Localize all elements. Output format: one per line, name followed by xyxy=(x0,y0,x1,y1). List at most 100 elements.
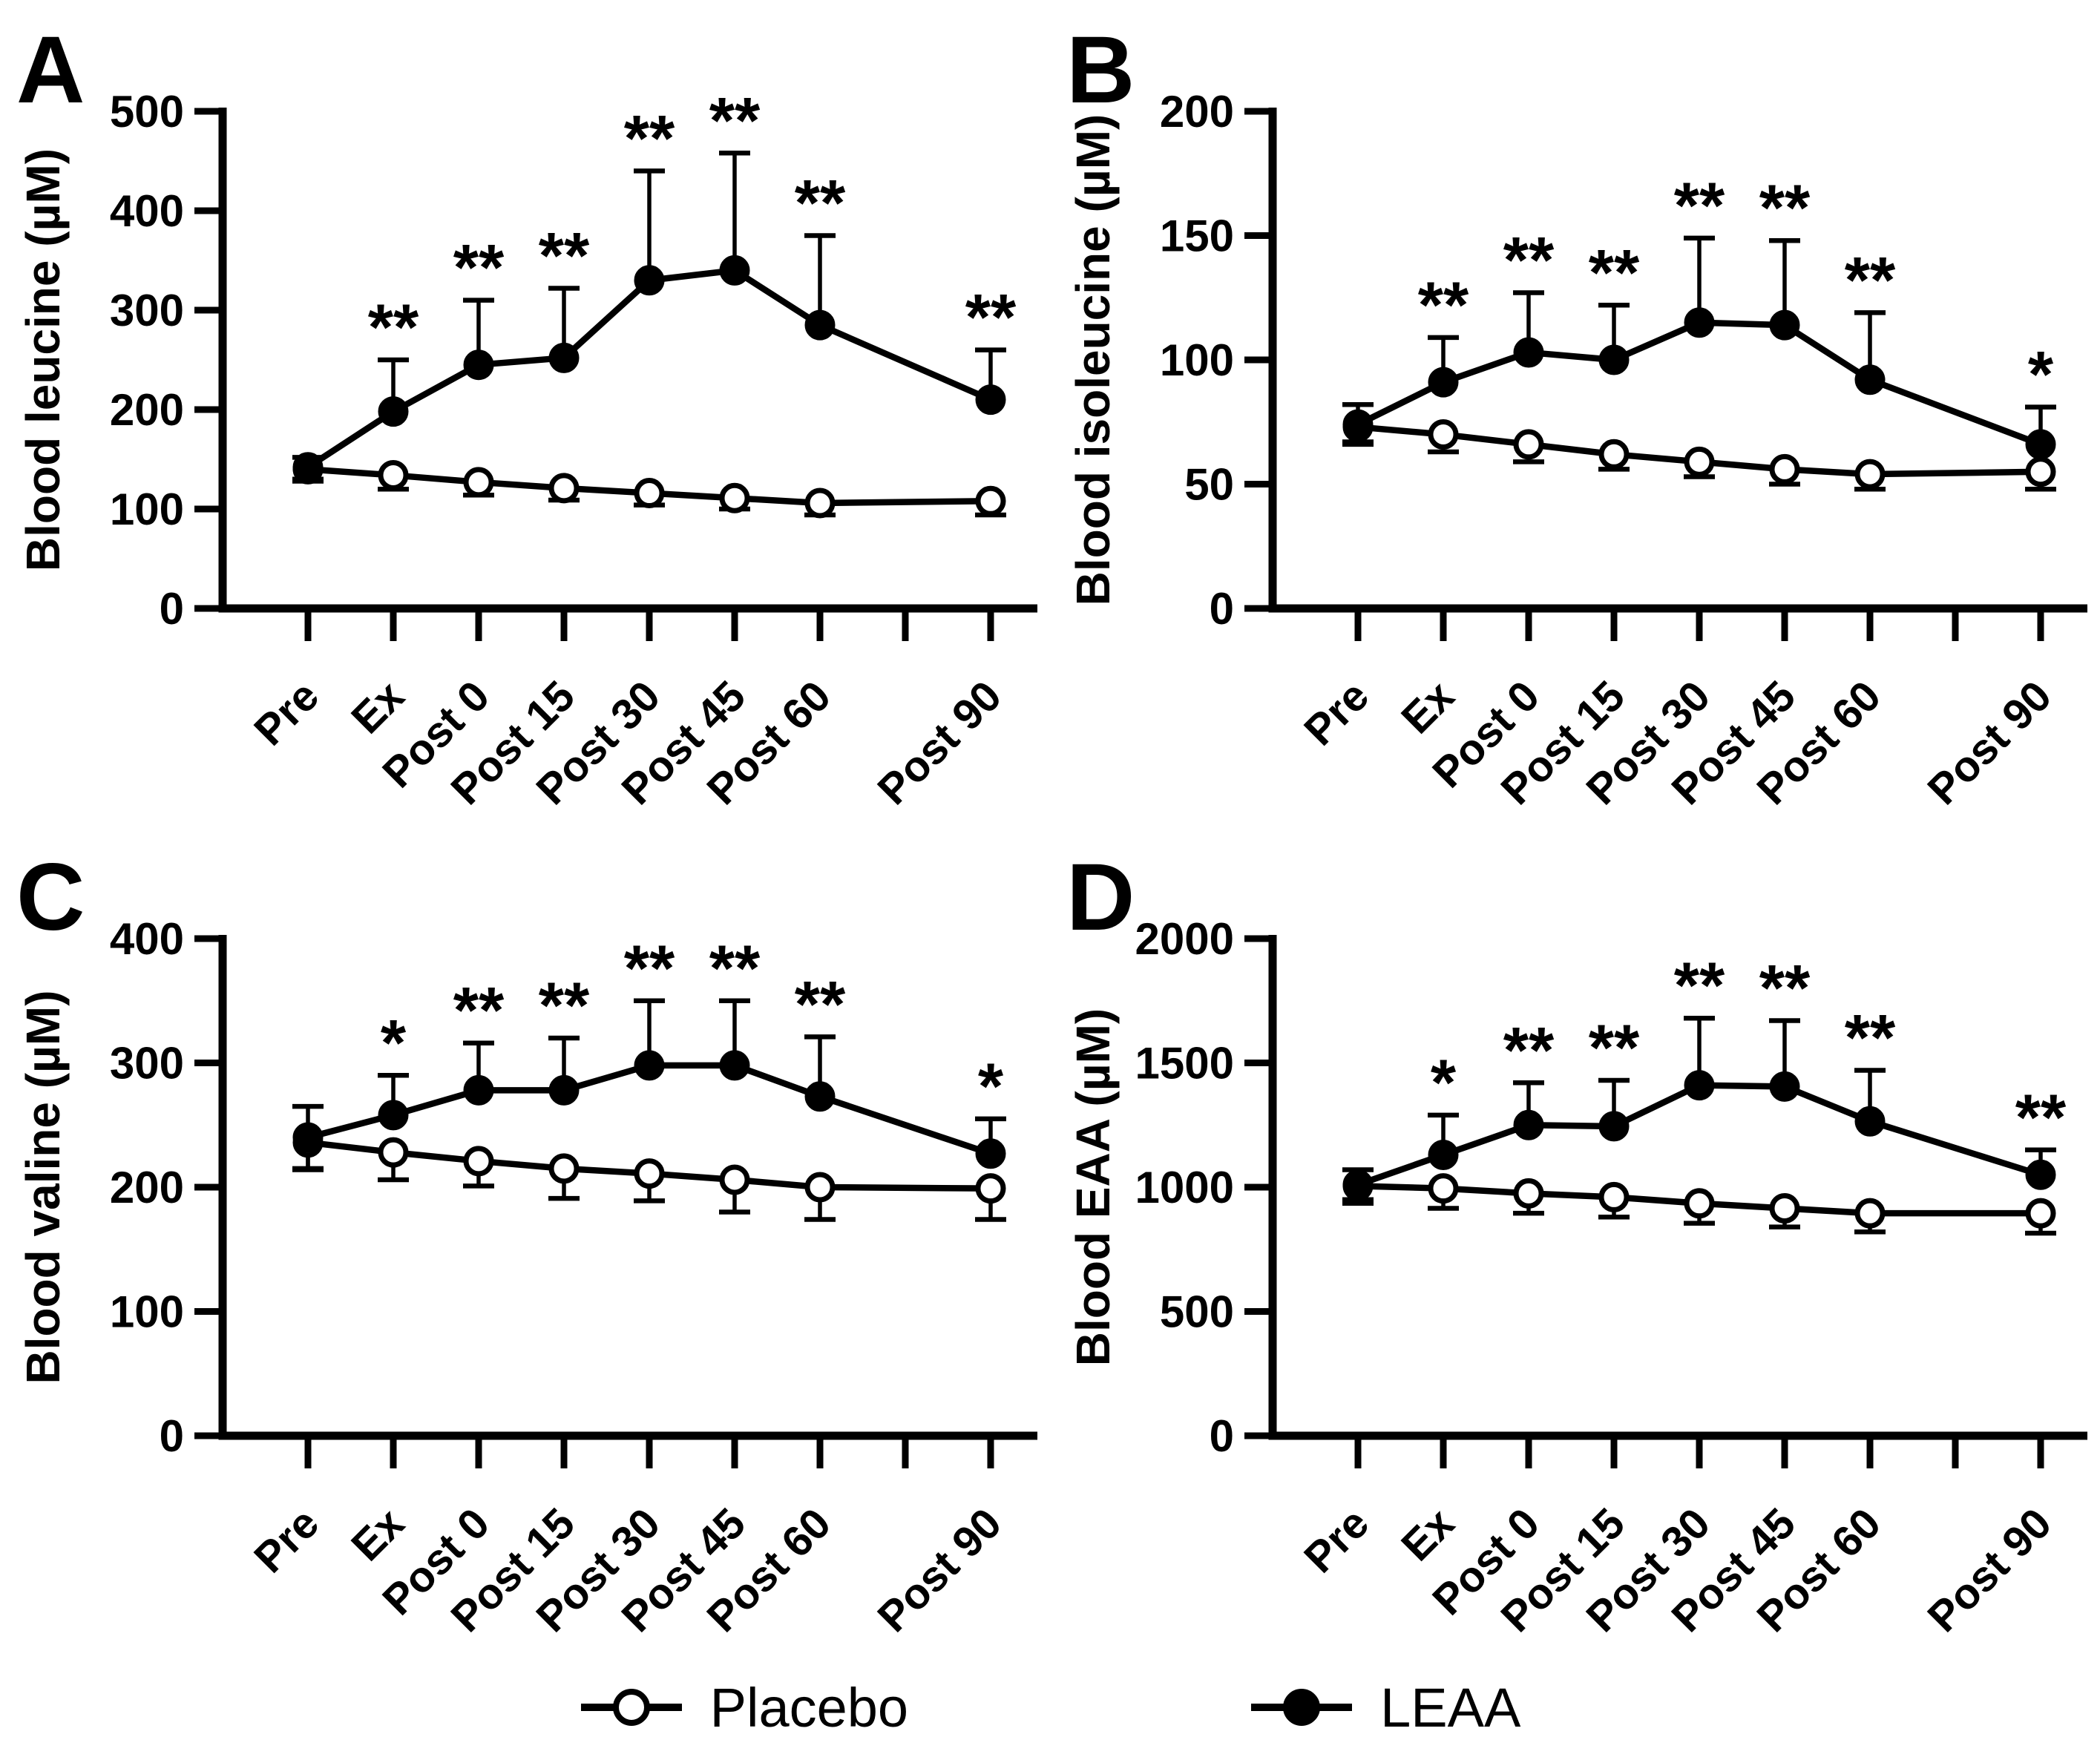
significance-marker: ** xyxy=(624,101,675,174)
significance-marker: ** xyxy=(1503,223,1555,297)
significance-marker: ** xyxy=(1845,1001,1896,1074)
open-circle-marker-icon xyxy=(580,1685,683,1730)
marker-placebo xyxy=(1428,1173,1459,1204)
marker-placebo xyxy=(1684,446,1715,477)
y-tick-label: 1500 xyxy=(1135,1039,1234,1088)
legend-item-leaa: LEAA xyxy=(1250,1676,1520,1739)
significance-marker: ** xyxy=(624,931,675,1005)
filled-circle-marker-icon xyxy=(1250,1685,1353,1730)
marker-leaa xyxy=(1598,1111,1630,1142)
marker-leaa xyxy=(1428,1139,1459,1170)
marker-placebo xyxy=(1513,1178,1544,1209)
marker-leaa xyxy=(634,1050,665,1081)
legend: Placebo LEAA xyxy=(0,1655,2100,1760)
panel-letter: C xyxy=(16,844,85,950)
marker-leaa xyxy=(1854,1106,1886,1137)
y-tick-label: 200 xyxy=(110,1163,184,1212)
y-tick-label: 0 xyxy=(160,1411,184,1461)
x-tick-label: Ex xyxy=(1392,672,1463,743)
marker-placebo xyxy=(804,1172,836,1203)
significance-marker: ** xyxy=(1589,1011,1640,1084)
marker-placebo xyxy=(378,1137,409,1168)
marker-leaa xyxy=(975,384,1006,416)
marker-leaa xyxy=(1769,309,1800,341)
significance-marker: * xyxy=(978,1049,1004,1123)
marker-placebo xyxy=(975,1173,1006,1204)
marker-leaa xyxy=(378,396,409,427)
marker-placebo xyxy=(1428,419,1459,450)
y-axis-label: Blood leucine (µM) xyxy=(16,148,70,571)
open-marker-glyph xyxy=(580,1689,682,1726)
significance-marker: * xyxy=(1431,1045,1457,1119)
marker-placebo xyxy=(634,1158,665,1189)
legend-label-placebo: Placebo xyxy=(709,1676,909,1738)
marker-leaa xyxy=(1684,307,1715,338)
marker-leaa xyxy=(975,1138,1006,1169)
significance-marker: ** xyxy=(1845,243,1896,316)
y-tick-label: 1000 xyxy=(1135,1163,1234,1212)
significance-marker: ** xyxy=(795,166,846,240)
marker-leaa xyxy=(548,342,580,373)
marker-placebo xyxy=(975,485,1006,516)
marker-placebo xyxy=(719,1164,750,1195)
significance-marker: ** xyxy=(453,231,505,304)
legend-circle xyxy=(1283,1689,1321,1726)
panel-letter: A xyxy=(16,17,85,123)
marker-leaa xyxy=(1428,367,1459,398)
marker-leaa xyxy=(804,1081,836,1112)
marker-leaa xyxy=(292,452,324,483)
marker-placebo xyxy=(1769,453,1800,485)
marker-placebo xyxy=(548,1153,580,1184)
y-tick-label: 200 xyxy=(1160,87,1234,137)
marker-placebo xyxy=(1854,459,1886,490)
panel-B: B 0 50 100 150 200 Pre Ex Post 0 Post 15 Post 30 Po… xyxy=(1050,0,2100,827)
filled-marker-glyph xyxy=(1251,1689,1353,1726)
significance-marker: ** xyxy=(368,290,419,364)
y-tick-label: 500 xyxy=(110,87,184,137)
marker-leaa xyxy=(1598,344,1630,375)
marker-leaa xyxy=(1513,1109,1544,1140)
x-tick-label: Ex xyxy=(1392,1499,1463,1570)
significance-marker: ** xyxy=(795,967,846,1040)
marker-placebo xyxy=(1513,429,1544,460)
marker-leaa xyxy=(1342,409,1374,440)
x-tick-label: Ex xyxy=(342,1499,413,1570)
marker-placebo xyxy=(1684,1188,1715,1219)
significance-marker: ** xyxy=(1589,235,1640,309)
marker-placebo xyxy=(1854,1198,1886,1229)
marker-leaa xyxy=(292,1122,324,1153)
y-tick-label: 100 xyxy=(110,1287,184,1337)
marker-placebo xyxy=(719,482,750,513)
y-tick-label: 0 xyxy=(1210,1411,1234,1461)
axis-lines xyxy=(218,108,1037,613)
marker-leaa xyxy=(1684,1070,1715,1101)
x-tick-label: Post 90 xyxy=(868,672,1011,814)
significance-marker: ** xyxy=(1503,1013,1555,1086)
y-tick-label: 500 xyxy=(1160,1287,1234,1337)
marker-placebo xyxy=(463,1146,494,1177)
marker-leaa xyxy=(378,1100,409,1131)
y-tick-label: 150 xyxy=(1160,211,1234,261)
y-tick-label: 400 xyxy=(110,186,184,236)
significance-marker: ** xyxy=(1759,171,1811,244)
marker-leaa xyxy=(634,265,665,296)
marker-leaa xyxy=(463,349,494,381)
y-tick-label: 300 xyxy=(110,286,184,335)
y-tick-label: 400 xyxy=(110,914,184,964)
marker-placebo xyxy=(378,459,409,490)
y-tick-label: 200 xyxy=(110,385,184,435)
marker-placebo xyxy=(2025,456,2056,487)
x-tick-label: Pre xyxy=(245,1499,328,1582)
marker-leaa xyxy=(1769,1071,1800,1102)
significance-marker: ** xyxy=(539,968,590,1042)
x-tick-label: Pre xyxy=(245,672,328,755)
panel-grid: A 0 100 200 300 400 500 Pre Ex Post 0 Post 15 Post … xyxy=(16,0,2100,1641)
series-line-leaa xyxy=(304,267,994,470)
marker-placebo xyxy=(1769,1192,1800,1224)
y-axis-label: Blood EAA (µM) xyxy=(1066,1008,1120,1366)
y-tick-label: 300 xyxy=(110,1039,184,1088)
marker-leaa xyxy=(1513,337,1544,368)
significance-marker: ** xyxy=(539,219,590,292)
